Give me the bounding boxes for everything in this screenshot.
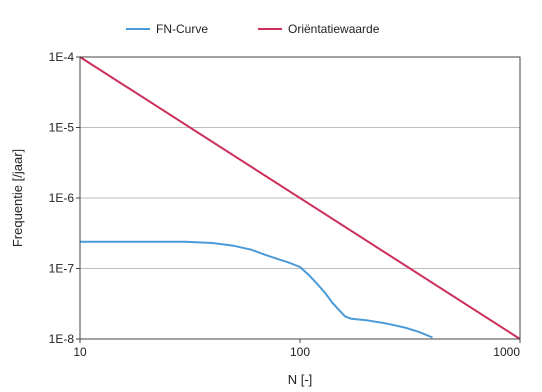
y-axis-ticks: 1E-4 1E-5 1E-6 1E-7 1E-8 (49, 50, 80, 346)
y-tick-label: 1E-4 (49, 50, 75, 64)
legend-label-fn-curve: FN-Curve (156, 22, 208, 36)
y-tick-label: 1E-7 (49, 262, 75, 276)
y-tick-label: 1E-8 (49, 332, 75, 346)
x-axis-title: N [-] (288, 372, 313, 387)
series-line-fn-curve (80, 240, 433, 339)
x-tick-label: 1000 (493, 345, 520, 359)
legend: FN-Curve Oriëntatiewaarde (126, 22, 380, 36)
x-tick-label: 100 (290, 345, 310, 359)
y-tick-label: 1E-5 (49, 121, 75, 135)
series-line-orientatiewaarde (79, 56, 521, 340)
x-axis-ticks: 10 100 1000 (73, 339, 521, 359)
x-tick-label: 10 (73, 345, 87, 359)
y-tick-label: 1E-6 (49, 191, 75, 205)
y-axis-title: Frequentie [/jaar] (10, 149, 25, 247)
series-layer (79, 56, 521, 340)
legend-label-orientatiewaarde: Oriëntatiewaarde (288, 22, 380, 36)
